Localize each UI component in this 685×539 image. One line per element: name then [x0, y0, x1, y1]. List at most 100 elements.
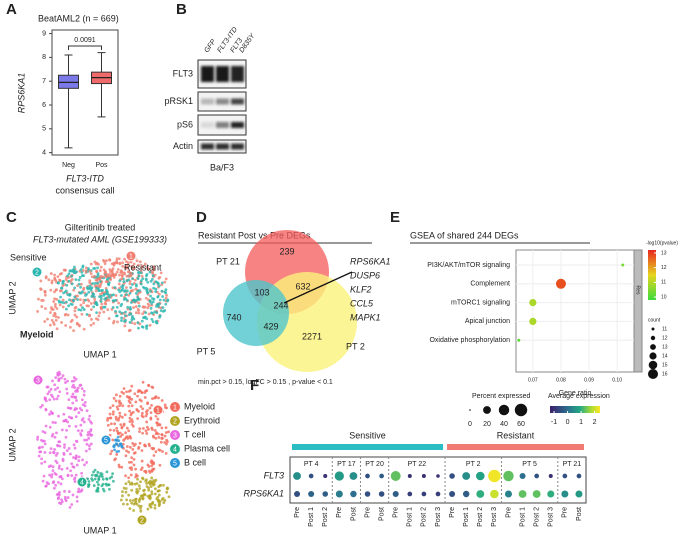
umap-point — [76, 490, 80, 494]
umap-point — [160, 281, 164, 285]
umap-point — [90, 308, 93, 311]
umap-point — [128, 445, 132, 449]
umap-point — [99, 265, 103, 269]
umap-point — [145, 432, 149, 435]
umap-point — [67, 279, 71, 283]
umap-point — [129, 436, 133, 440]
umap-point — [143, 262, 147, 266]
umap-point — [145, 412, 149, 416]
region-count: 244 — [273, 300, 288, 310]
umap-point — [141, 477, 145, 481]
umap-point — [139, 271, 143, 275]
umap-point — [147, 495, 151, 499]
significance-bracket — [68, 45, 102, 50]
umap-point — [54, 454, 58, 457]
umap-point — [131, 447, 135, 451]
size-label: 16 — [662, 371, 668, 377]
umap-point — [124, 266, 128, 270]
panel-letter: C — [6, 209, 17, 226]
umap-point — [88, 281, 92, 285]
umap-point — [41, 445, 44, 449]
legend-label: Myeloid — [184, 401, 215, 411]
umap-point — [163, 280, 167, 284]
umap-point — [130, 501, 133, 505]
umap-point — [81, 306, 84, 310]
umap-point — [70, 303, 74, 306]
umap-point — [54, 459, 58, 463]
dot — [548, 473, 553, 479]
umap-point — [137, 311, 141, 315]
legend-label: T cell — [184, 429, 205, 439]
title: FLT3-mutated AML (GSE199333) — [33, 234, 167, 244]
umap-point — [88, 313, 91, 317]
umap-point — [158, 422, 161, 426]
umap-point — [58, 279, 62, 282]
umap-point — [43, 293, 47, 297]
dot — [517, 338, 521, 342]
umap-point — [115, 306, 119, 309]
umap-point — [124, 454, 128, 458]
umap-point — [107, 283, 111, 287]
umap-point — [99, 300, 103, 303]
umap-point — [151, 397, 154, 400]
umap-point — [132, 451, 136, 455]
umap-point — [139, 480, 142, 484]
umap-point — [137, 301, 140, 305]
umap-point — [118, 310, 122, 314]
umap-point — [128, 395, 131, 399]
umap-point — [138, 430, 141, 434]
dot — [294, 490, 301, 498]
umap-point — [160, 426, 164, 430]
marker-number: 5 — [104, 437, 108, 444]
umap-point — [137, 445, 141, 449]
umap-point — [87, 436, 91, 440]
umap-point — [65, 300, 68, 304]
umap-point — [116, 407, 120, 411]
umap-point — [110, 262, 114, 266]
umap-point — [92, 484, 96, 487]
region-count: 2271 — [302, 331, 322, 341]
umap-point — [46, 392, 50, 396]
set-label: PT 21 — [216, 256, 240, 266]
umap-point — [127, 476, 131, 480]
umap-point — [140, 391, 144, 394]
umap-point — [118, 261, 122, 265]
umap-point — [36, 435, 40, 439]
umap-point — [110, 270, 114, 274]
umap-point — [135, 491, 139, 495]
umap-point — [90, 473, 94, 477]
umap-point — [52, 397, 56, 401]
umap-point — [103, 292, 106, 296]
umap-point — [134, 467, 138, 471]
umap-point — [93, 284, 97, 288]
umap-point — [141, 277, 145, 281]
umap-point — [150, 404, 153, 407]
umap-point — [139, 405, 143, 408]
umap-point — [150, 464, 154, 468]
umap-point — [156, 417, 160, 421]
umap-point — [55, 297, 59, 301]
umap-point — [135, 487, 139, 491]
umap-point — [37, 297, 40, 301]
umap-point — [69, 469, 73, 473]
umap-point — [163, 290, 167, 294]
umap-point — [59, 482, 63, 486]
umap-point — [146, 306, 150, 310]
row-label: pRSK1 — [164, 96, 193, 106]
umap-point — [153, 487, 157, 491]
umap-point — [146, 507, 150, 511]
umap-point — [150, 311, 153, 315]
region-count: 429 — [263, 321, 278, 331]
umap-point — [152, 435, 156, 439]
umap-point — [64, 324, 68, 327]
umap-point — [93, 468, 97, 472]
umap-point — [157, 276, 161, 280]
umap-point — [154, 432, 158, 436]
umap-point — [110, 293, 114, 297]
umap-point — [129, 473, 133, 477]
umap-point — [57, 440, 61, 444]
umap-point — [160, 289, 164, 293]
umap-point — [100, 475, 104, 478]
x-tick-label: Pre — [393, 507, 400, 518]
umap-point — [63, 377, 67, 381]
